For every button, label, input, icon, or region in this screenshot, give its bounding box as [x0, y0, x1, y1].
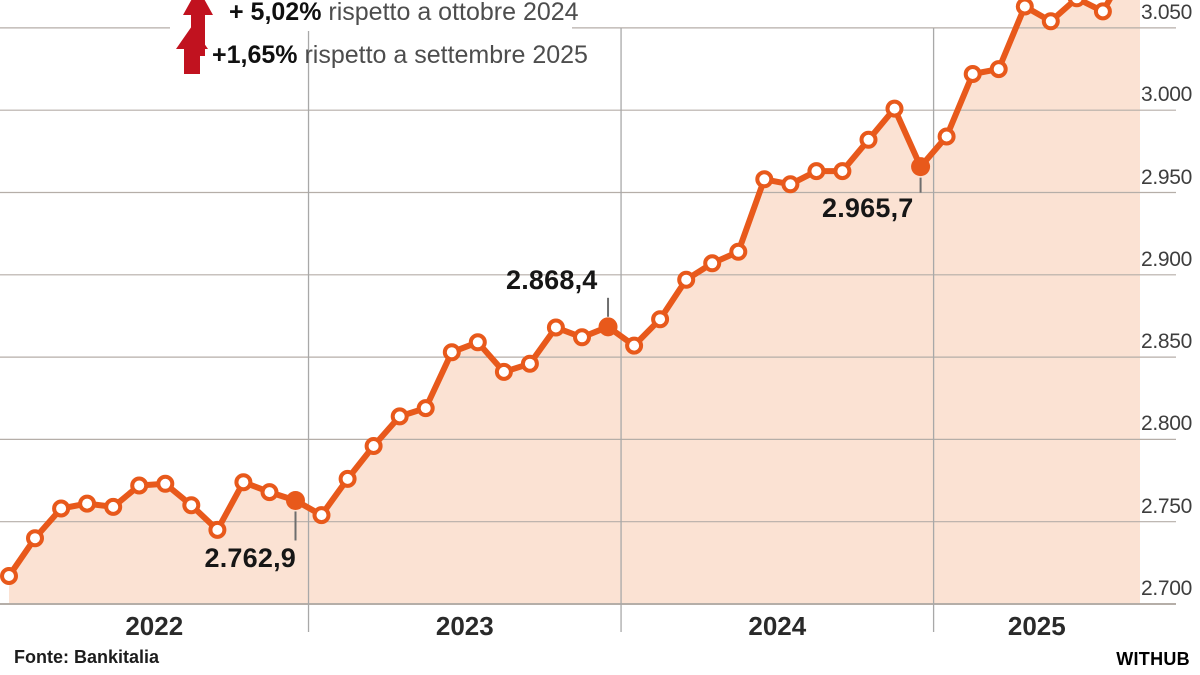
data-point-marker [156, 474, 175, 493]
data-point-marker [546, 318, 565, 337]
area-layer [9, 0, 1140, 604]
legend-row-mom: +1,65% rispetto a settembre 2025 [212, 42, 588, 68]
data-point-marker [312, 506, 331, 525]
y-axis-label: 2.900 [1140, 247, 1192, 271]
legend-row-yoy: + 5,02% rispetto a ottobre 2024 [229, 0, 579, 25]
annotation-dec-2022: 2.762,9 [204, 543, 296, 573]
data-point-marker [1015, 0, 1034, 16]
data-point-marker [781, 175, 800, 194]
data-point-marker [494, 362, 513, 381]
data-point-marker [416, 399, 435, 418]
annotation-dot [598, 317, 618, 337]
data-point-marker [260, 483, 279, 502]
data-point-marker [130, 476, 149, 495]
data-point-marker [937, 127, 956, 146]
data-point-marker [963, 65, 982, 83]
x-axis-year-label: 2024 [748, 611, 807, 641]
data-point-marker [989, 60, 1008, 79]
legend-pct-mom: +1,65% [212, 41, 298, 69]
data-point-marker [338, 469, 357, 488]
data-point-marker [442, 343, 461, 362]
up-arrow-icon [183, 0, 213, 56]
legend-background [170, 0, 572, 31]
x-axis-year-label: 2025 [1007, 611, 1066, 641]
data-point-marker [573, 328, 591, 347]
data-point-marker [703, 254, 722, 273]
data-point-marker [1093, 2, 1112, 21]
y-axis-label: 3.050 [1140, 0, 1192, 24]
up-arrow-icon [176, 26, 208, 74]
withub-logo: WITHUB [1116, 649, 1190, 669]
data-point-marker [755, 170, 774, 189]
area-fill [9, 0, 1140, 604]
data-point-marker [234, 473, 253, 492]
legend-text-mom: rispetto a settembre 2025 [304, 41, 588, 69]
y-axis-label: 3.000 [1140, 83, 1192, 107]
data-point-marker [0, 567, 18, 585]
data-point-marker [104, 497, 123, 516]
x-axis-year-label: 2023 [435, 611, 494, 641]
annotation-dec-2023: 2.868,4 [506, 265, 598, 295]
annotation-layer [285, 157, 931, 541]
annotation-dot [911, 157, 931, 177]
x-axis-year-label: 2022 [125, 611, 184, 641]
y-axis-label: 2.700 [1140, 577, 1192, 600]
data-line [6, 0, 1113, 579]
grid-layer [0, 27, 1176, 632]
data-point-marker [26, 529, 44, 548]
data-point-marker [625, 336, 644, 355]
y-axis-label: 2.800 [1140, 412, 1192, 436]
data-point-marker [390, 407, 409, 426]
data-point-marker [677, 270, 696, 289]
annotation-dot [285, 490, 305, 510]
legend-pct-yoy: + 5,02% [229, 0, 322, 26]
line-layer [0, 0, 1113, 585]
data-point-marker [833, 162, 852, 181]
y-axis-label: 2.850 [1140, 330, 1192, 354]
data-point-marker [651, 310, 670, 329]
data-point-marker [1067, 0, 1086, 8]
data-point-marker [859, 130, 878, 149]
y-axis-label: 2.950 [1140, 165, 1192, 189]
data-point-marker [885, 99, 904, 118]
data-point-marker [182, 496, 201, 515]
data-point-marker [78, 494, 97, 513]
legend-text-yoy: rispetto a ottobre 2024 [328, 0, 579, 26]
data-point-marker [729, 242, 748, 261]
data-point-marker [52, 499, 71, 518]
source-credit: Fonte: Bankitalia [14, 647, 160, 667]
data-point-marker [1041, 12, 1060, 31]
data-point-marker [807, 162, 826, 181]
y-axis-label: 2.750 [1140, 494, 1192, 518]
data-point-marker [520, 354, 539, 373]
data-point-marker [468, 333, 487, 352]
data-point-marker [364, 437, 383, 455]
annotation-dec-2024: 2.965,7 [822, 193, 914, 223]
data-point-marker [208, 520, 227, 539]
